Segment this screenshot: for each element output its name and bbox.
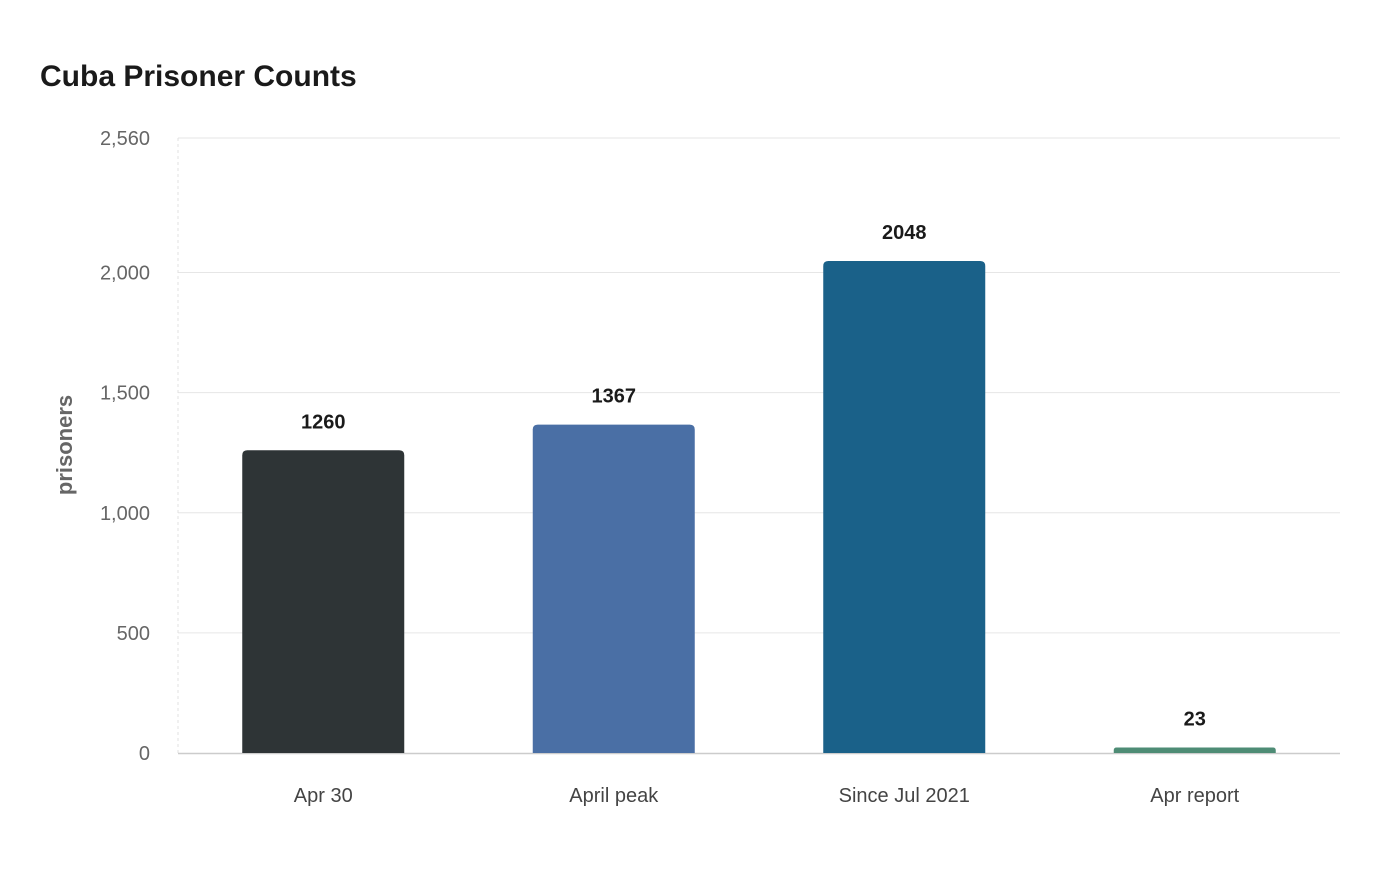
y-tick-label: 2,000: [100, 263, 150, 285]
bar: [1113, 747, 1276, 753]
data-label: 23: [1184, 708, 1206, 730]
y-tick-label: 2,560: [100, 128, 150, 150]
data-labels: 1260 1367 2048 23: [301, 222, 1206, 730]
y-tick-labels: 0 500 1,000 1,500 2,000 2,560: [100, 128, 150, 765]
y-tick-label: 0: [139, 743, 150, 765]
bar: [823, 261, 986, 753]
bars: [242, 261, 1276, 753]
data-label: 1367: [592, 386, 637, 408]
data-label: 2048: [882, 222, 927, 244]
data-label: 1260: [301, 411, 346, 433]
chart-title: Cuba Prisoner Counts: [40, 60, 357, 93]
y-tick-label: 500: [117, 623, 150, 645]
y-tick-label: 1,000: [100, 503, 150, 525]
x-tick-label: Apr 30: [294, 785, 353, 807]
y-tick-label: 1,500: [100, 383, 150, 405]
axes: [177, 138, 1340, 755]
y-axis-title: prisoners: [52, 395, 77, 495]
x-tick-labels: Apr 30 April peak Since Jul 2021 Apr report: [294, 785, 1240, 807]
bar: [242, 450, 405, 753]
x-tick-label: April peak: [569, 785, 659, 807]
x-tick-label: Apr report: [1150, 785, 1239, 807]
bar: [532, 424, 695, 753]
x-tick-label: Since Jul 2021: [839, 785, 970, 807]
